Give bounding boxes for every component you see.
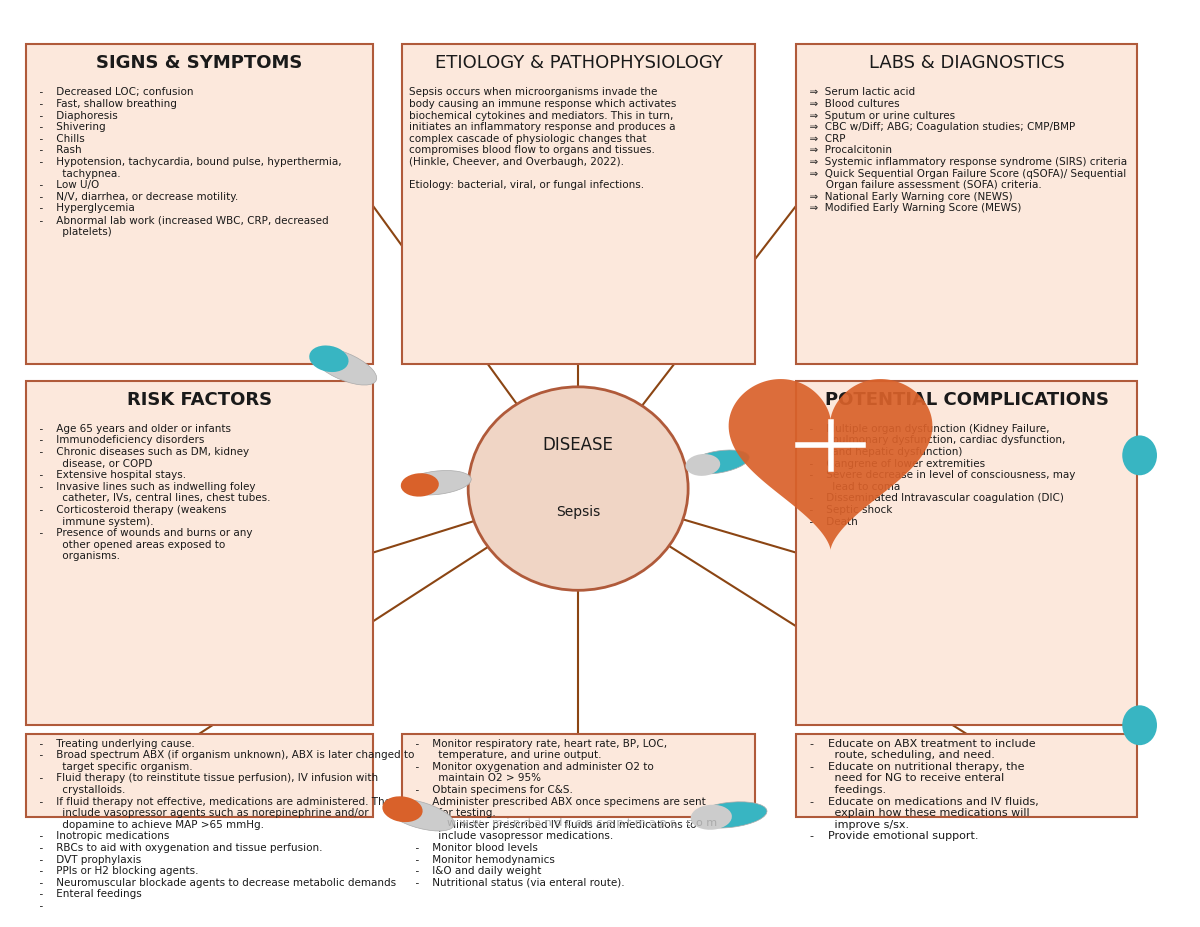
Text: RISK FACTORS: RISK FACTORS	[127, 390, 272, 409]
Ellipse shape	[401, 473, 439, 497]
FancyBboxPatch shape	[796, 733, 1138, 817]
Ellipse shape	[1122, 436, 1157, 476]
FancyBboxPatch shape	[796, 381, 1138, 725]
FancyBboxPatch shape	[26, 44, 373, 364]
Ellipse shape	[685, 454, 720, 476]
FancyBboxPatch shape	[402, 733, 755, 817]
FancyBboxPatch shape	[26, 381, 373, 725]
FancyBboxPatch shape	[26, 733, 373, 817]
FancyBboxPatch shape	[796, 44, 1138, 364]
Text: -    Treating underlying cause.
  -    Broad spectrum ABX (if organism unknown),: - Treating underlying cause. - Broad spe…	[32, 739, 414, 911]
Ellipse shape	[312, 348, 377, 385]
Ellipse shape	[310, 346, 348, 372]
Text: -    Age 65 years and older or infants
  -    Immunodeficiency disorders
  -    : - Age 65 years and older or infants - Im…	[32, 424, 270, 562]
Ellipse shape	[402, 471, 472, 495]
Text: ETIOLOGY & PATHOPHYSIOLOGY: ETIOLOGY & PATHOPHYSIOLOGY	[434, 55, 722, 72]
Text: LABS & DIAGNOSTICS: LABS & DIAGNOSTICS	[869, 55, 1064, 72]
Ellipse shape	[688, 450, 749, 474]
Text: w w w . m i n d a n d c o n c e p t m a p s . c o m: w w w . m i n d a n d c o n c e p t m a …	[446, 819, 716, 828]
Ellipse shape	[385, 799, 455, 831]
Ellipse shape	[691, 805, 732, 830]
Text: -    Educate on ABX treatment to include
         route, scheduling, and need.
 : - Educate on ABX treatment to include ro…	[803, 739, 1038, 842]
Ellipse shape	[468, 387, 688, 590]
Text: Sepsis: Sepsis	[556, 505, 600, 519]
Text: Sepsis occurs when microorganisms invade the
body causing an immune response whi: Sepsis occurs when microorganisms invade…	[409, 87, 677, 190]
Text: SIGNS & SYMPTOMS: SIGNS & SYMPTOMS	[96, 55, 302, 72]
Text: ⇒  Serum lactic acid
  ⇒  Blood cultures
  ⇒  Sputum or urine cultures
  ⇒  CBC : ⇒ Serum lactic acid ⇒ Blood cultures ⇒ S…	[803, 87, 1127, 213]
FancyBboxPatch shape	[402, 44, 755, 364]
Text: -    Monitor respiratory rate, heart rate, BP, LOC,
         temperature, and ur: - Monitor respiratory rate, heart rate, …	[409, 739, 706, 888]
Text: -    Multiple organ dysfunction (Kidney Failure,
         pulmonary dysfunction,: - Multiple organ dysfunction (Kidney Fai…	[803, 424, 1075, 527]
Ellipse shape	[692, 802, 767, 828]
Text: POTENTIAL COMPLICATIONS: POTENTIAL COMPLICATIONS	[824, 390, 1109, 409]
Text: DISEASE: DISEASE	[542, 437, 613, 454]
Ellipse shape	[1122, 705, 1157, 745]
Polygon shape	[728, 379, 932, 550]
Text: -    Decreased LOC; confusion
  -    Fast, shallow breathing
  -    Diaphoresis
: - Decreased LOC; confusion - Fast, shall…	[32, 87, 342, 236]
Ellipse shape	[383, 796, 422, 822]
